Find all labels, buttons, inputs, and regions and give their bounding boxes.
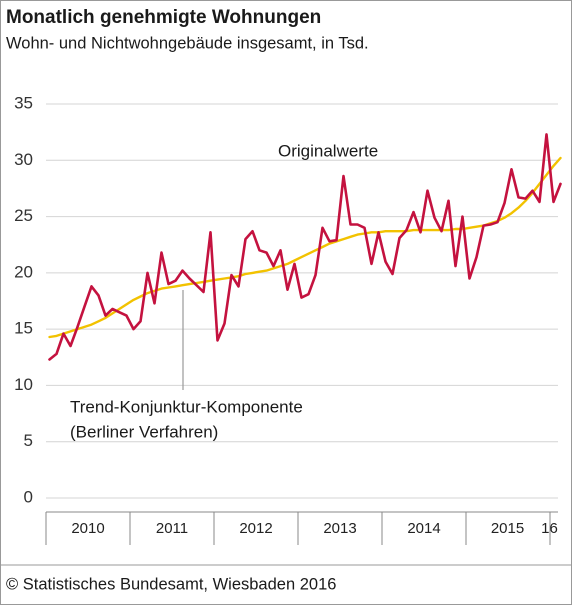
x-tick-label: 2014 [407, 520, 440, 537]
x-tick-label: 2010 [71, 520, 104, 537]
y-tick-label: 30 [14, 150, 33, 169]
y-tick-label: 15 [14, 319, 33, 338]
annotation: Originalwerte [278, 141, 378, 160]
x-tick-label: 2012 [239, 520, 272, 537]
x-tick-label: 2011 [156, 520, 188, 537]
y-tick-label: 25 [14, 206, 33, 225]
series-line [48, 133, 562, 361]
grid: 0 5 10 15 20 25 30 35 2010 2011 2012 2013 2014 2015 16 [14, 93, 558, 545]
series-line [48, 156, 562, 339]
y-tick-label: 35 [14, 93, 33, 112]
y-tick-label: 5 [24, 431, 33, 450]
chart-title: Monatlich genehmigte Wohnungen [6, 7, 321, 28]
chart-subtitle: Wohn- und Nichtwohngebäude insgesamt, in… [6, 34, 369, 52]
y-tick-label: 0 [24, 487, 33, 506]
annotation: Trend-Konjunktur-Komponente [70, 397, 303, 416]
y-tick-label: 20 [14, 262, 33, 281]
source: © Statistisches Bundesamt, Wiesbaden 201… [6, 575, 336, 593]
annotation: (Berliner Verfahren) [70, 422, 218, 441]
y-tick-label: 10 [14, 375, 33, 394]
x-tick-label: 16 [541, 520, 558, 537]
series [48, 133, 562, 361]
x-tick-label: 2013 [323, 520, 356, 537]
x-tick-label: 2015 [491, 520, 524, 537]
